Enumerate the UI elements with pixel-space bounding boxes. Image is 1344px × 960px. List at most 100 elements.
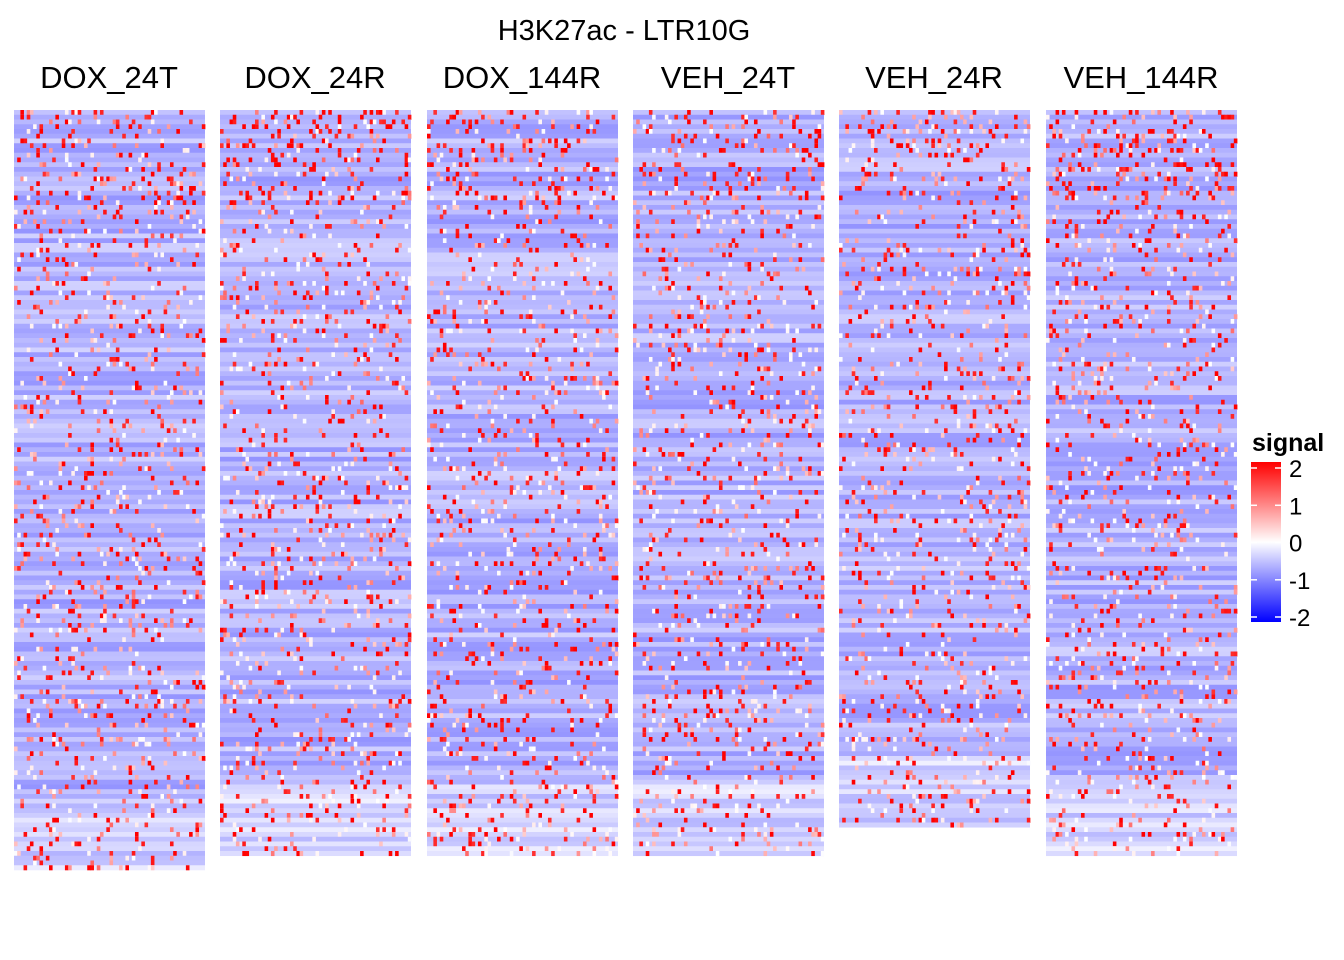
heatmap-cell bbox=[274, 452, 278, 458]
heatmap-cell bbox=[776, 803, 780, 809]
heatmap-cell bbox=[372, 556, 377, 562]
heatmap-cell bbox=[541, 779, 546, 785]
heatmap-cell bbox=[471, 266, 476, 272]
heatmap-cell bbox=[579, 661, 584, 667]
heatmap-cell bbox=[614, 779, 619, 785]
heatmap-cell bbox=[395, 566, 399, 572]
heatmap-cell bbox=[305, 485, 310, 491]
heatmap-cell bbox=[64, 152, 69, 158]
heatmap-cell bbox=[779, 376, 784, 382]
heatmap-cell bbox=[334, 684, 339, 690]
heatmap-cell bbox=[258, 167, 262, 173]
heatmap-row bbox=[14, 651, 205, 657]
heatmap-cell bbox=[433, 651, 437, 657]
heatmap-cell bbox=[150, 566, 155, 572]
heatmap-cell bbox=[516, 124, 520, 130]
heatmap-cell bbox=[195, 252, 200, 258]
heatmap-cell bbox=[614, 608, 619, 614]
heatmap-cell bbox=[763, 703, 768, 709]
heatmap-cell bbox=[994, 124, 999, 130]
heatmap-cell bbox=[404, 542, 409, 548]
heatmap-cell bbox=[760, 233, 764, 239]
heatmap-row bbox=[427, 746, 618, 752]
heatmap-cell bbox=[379, 604, 383, 610]
heatmap-cell bbox=[788, 475, 793, 481]
heatmap-cell bbox=[589, 789, 593, 795]
heatmap-cell bbox=[96, 732, 101, 738]
heatmap-row bbox=[427, 566, 618, 572]
heatmap-cell bbox=[264, 594, 269, 600]
heatmap-cell bbox=[49, 675, 53, 681]
heatmap-cell bbox=[112, 751, 117, 757]
heatmap-cell bbox=[106, 290, 110, 296]
heatmap-cell bbox=[785, 176, 790, 182]
heatmap-cell bbox=[567, 143, 571, 149]
heatmap-cell bbox=[74, 665, 79, 671]
heatmap-cell bbox=[586, 836, 590, 842]
heatmap-cell bbox=[192, 171, 196, 177]
heatmap-cell bbox=[96, 347, 101, 353]
heatmap-cell bbox=[369, 732, 374, 738]
heatmap-cell bbox=[779, 775, 784, 781]
heatmap-cell bbox=[385, 646, 390, 652]
heatmap-cell bbox=[528, 209, 533, 215]
heatmap-cell bbox=[639, 841, 643, 847]
heatmap-cell bbox=[255, 423, 259, 429]
heatmap-row bbox=[220, 775, 411, 781]
heatmap-cell bbox=[468, 836, 472, 842]
heatmap-cell bbox=[179, 110, 184, 116]
heatmap-cell bbox=[90, 499, 94, 505]
heatmap-cell bbox=[731, 646, 736, 652]
heatmap-cell bbox=[115, 347, 120, 353]
heatmap-cell bbox=[96, 214, 101, 220]
heatmap-cell bbox=[747, 613, 752, 619]
heatmap-cell bbox=[741, 409, 745, 415]
heatmap-cell bbox=[487, 276, 492, 282]
heatmap-cell bbox=[728, 789, 733, 795]
heatmap-cell bbox=[570, 328, 574, 334]
heatmap-cell bbox=[169, 423, 174, 429]
heatmap-cell bbox=[388, 485, 393, 491]
heatmap-row bbox=[14, 661, 205, 667]
heatmap-row bbox=[14, 214, 205, 220]
heatmap-cell bbox=[442, 494, 447, 500]
heatmap-cell bbox=[490, 499, 495, 505]
heatmap-cell bbox=[661, 266, 666, 272]
heatmap-row bbox=[427, 798, 618, 804]
heatmap-cell bbox=[337, 243, 342, 249]
heatmap-cell bbox=[299, 794, 304, 800]
heatmap-cell bbox=[570, 566, 574, 572]
heatmap-cell bbox=[90, 347, 94, 353]
heatmap-cell bbox=[468, 832, 472, 838]
heatmap-cell bbox=[535, 347, 539, 353]
heatmap-cell bbox=[261, 200, 265, 206]
heatmap-cell bbox=[58, 627, 63, 633]
heatmap-cell bbox=[674, 509, 678, 515]
heatmap-cell bbox=[573, 589, 578, 595]
heatmap-cell bbox=[385, 271, 390, 277]
heatmap-cell bbox=[293, 133, 297, 139]
heatmap-cell bbox=[312, 594, 316, 600]
heatmap-cell bbox=[17, 266, 21, 272]
heatmap-cell bbox=[687, 200, 691, 206]
heatmap-cell bbox=[366, 319, 371, 325]
heatmap-cell bbox=[232, 561, 237, 567]
heatmap-cell bbox=[608, 827, 613, 833]
heatmap-row bbox=[633, 784, 824, 790]
heatmap-cell bbox=[267, 195, 272, 201]
heatmap-cell bbox=[267, 513, 272, 519]
heatmap-cell bbox=[154, 537, 158, 543]
heatmap-cell bbox=[674, 637, 678, 643]
heatmap-cell bbox=[760, 376, 764, 382]
heatmap-cell bbox=[328, 233, 332, 239]
heatmap-cell bbox=[442, 798, 447, 804]
heatmap-cell bbox=[671, 623, 675, 629]
heatmap-cell bbox=[407, 319, 412, 325]
heatmap-cell bbox=[163, 304, 168, 310]
heatmap-row bbox=[633, 238, 824, 244]
heatmap-cell bbox=[280, 775, 285, 781]
heatmap-cell bbox=[258, 209, 262, 215]
heatmap-cell bbox=[792, 167, 796, 173]
heatmap-cell bbox=[674, 680, 678, 686]
heatmap-cell bbox=[176, 371, 180, 377]
